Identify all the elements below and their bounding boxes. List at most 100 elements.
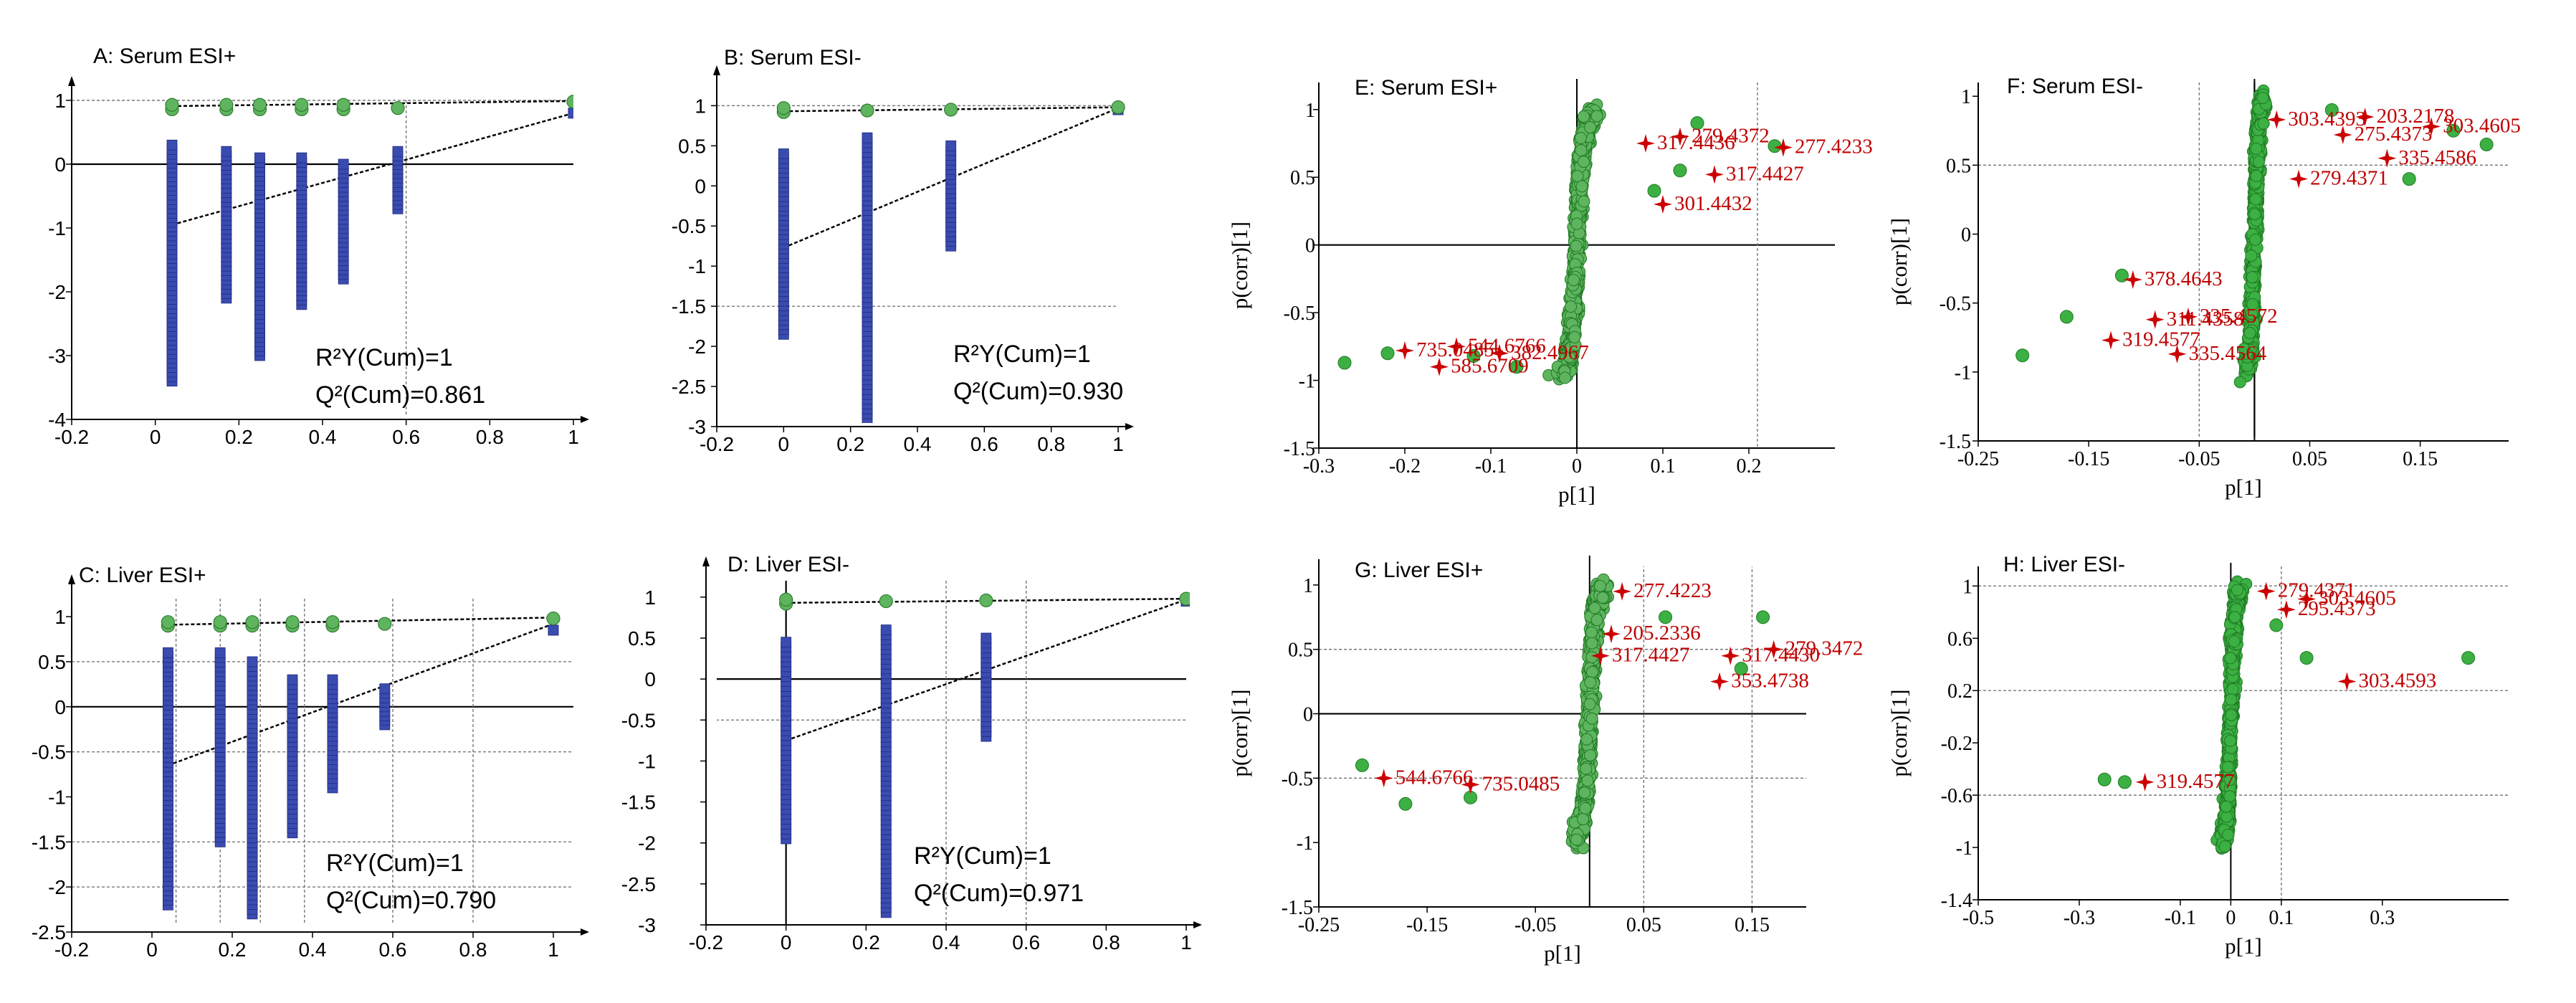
x-axis-arrow [1125,423,1134,430]
feature-star-marker [2277,600,2296,619]
feature-star-marker [1654,195,1672,214]
loading-point [1585,750,1596,761]
r2-circle [254,98,267,111]
feature-mz-label: 735.0485 [1482,772,1560,795]
y-axis-arrow [68,574,75,584]
x-tick-label: 0.2 [852,931,880,954]
feature-star-marker [1710,672,1729,691]
reference-lines [1319,559,1806,907]
x-tick-label: -0.2 [1389,455,1421,477]
loading-point [2223,829,2234,840]
r2-circle [214,616,226,629]
r2-circle [326,616,339,629]
r2-circle [777,102,790,115]
loading-point [2228,636,2240,647]
y-tick-label: 0.5 [1288,640,1313,662]
x-axis-title: p[1] [1544,941,1581,966]
loading-point [1338,356,1351,369]
loading-point [1584,698,1595,710]
feature-mz-label: 303.4605 [2443,115,2521,138]
y-tick-label: -0.2 [1941,733,1972,755]
x-tick-label: 0.6 [970,433,998,455]
loading-point [1597,592,1608,604]
feature-mz-label: 277.4223 [1633,579,1712,602]
loading-point [2016,349,2029,362]
x-axis-arrow [1193,921,1202,928]
q2-square [328,675,338,685]
q2-square [247,657,257,667]
y-tick-label: 0 [695,175,706,197]
loading-point [2244,328,2256,339]
feature-star-marker [1602,624,1621,643]
loading-point [1578,110,1590,122]
r2-circle [879,595,892,608]
q2-regression-line [168,624,553,765]
q2-square [881,625,891,635]
feature-mz-label: 335.4564 [2189,342,2267,365]
feature-mz-label: 205.2336 [1623,622,1701,645]
y-tick-label: -2.5 [621,873,656,895]
x-tick-label: 0.8 [1092,931,1120,954]
y-axis-arrow [68,76,75,86]
x-tick-label: 0.8 [476,426,504,448]
x-tick-label: -0.2 [689,931,723,954]
loading-point [1578,814,1589,825]
r2-cum-label: R²Y(Cum)=1 [914,842,1051,870]
feature-mz-label: 378.4643 [2145,267,2223,290]
y-tick-label: -1.5 [1282,897,1313,919]
loading-point [2226,694,2237,705]
loading-point [1591,110,1603,122]
y-tick-label: 0.5 [678,135,706,157]
r2-circle [337,98,350,111]
q2-square [548,625,558,635]
loading-point [1580,802,1591,814]
feature-star-marker [2102,331,2120,350]
y-tick-label: -0.5 [672,215,706,237]
y-tick-label: -3 [48,345,66,367]
feature-star-marker [1705,165,1724,184]
x-tick-label: 0.4 [299,938,327,961]
y-tick-label: 1 [1303,575,1313,597]
panel-title: C: Liver ESI+ [79,564,206,587]
y-tick-label: -1.5 [672,295,706,318]
loading-point [2118,776,2131,789]
q2-cum-label: Q²(Cum)=0.971 [914,880,1084,907]
reference-lines [717,105,1118,306]
r2-circle [1180,592,1193,605]
r2-circle [980,594,993,607]
loading-point [2257,92,2269,104]
loading-point [2249,234,2261,245]
feature-star-marker [2257,582,2276,601]
panel-title: F: Serum ESI- [2007,75,2143,98]
permutation-marks [166,95,580,386]
panel-h-liver-esi-neg-splot: H: Liver ESI--0.5 -0.3 -0.1 0 0.1 0.3-1.4-1-0… [1886,553,2509,959]
r2-cum-label: R²Y(Cum)=1 [953,341,1091,368]
feature-star-marker [2338,672,2357,691]
x-tick-label: 0.05 [2292,448,2327,470]
loading-point [1576,181,1588,192]
feature-mz-label: 275.4373 [2355,123,2433,146]
feature-mz-label: 335.4572 [2200,305,2278,328]
y-tick-label: -1 [1955,362,1971,384]
y-tick-label: 0.6 [1947,628,1972,650]
r2-circle [246,616,259,629]
loading-point [1565,301,1577,313]
y-tick-label: -1 [1297,832,1313,855]
y-tick-label: -1 [1299,371,1315,393]
q2-cum-label: Q²(Cum)=0.790 [326,887,496,914]
loading-point [2246,250,2257,262]
feature-star-marker [1636,134,1655,153]
loading-point [2251,170,2262,181]
y-tick-label: -0.6 [1941,785,1972,807]
x-tick-label: 0.4 [932,931,960,954]
loading-point [1570,240,1582,252]
x-tick-label: 0.05 [1626,914,1661,936]
loading-point [2060,310,2073,323]
figure: A: Serum ESI+-0.2 0 0.2 0.4 0.6 0.8 1-4-3-2-10… [0,0,2576,1003]
q2-square [163,647,173,657]
panel-e-serum-esi-pos-splot: E: Serum ESI+-0.3 -0.2 -0.1 0 0.1 0.2-1.5-1-0… [1227,76,1873,507]
x-tick-label: 0 [2226,907,2236,929]
panel-d-liver-esi-neg: D: Liver ESI--0.2 0 0.2 0.4 0.6 0.8 1-3-2.5-2-… [621,553,1202,954]
y-tick-label: -4 [48,409,66,431]
y-tick-label: 0 [54,153,66,176]
